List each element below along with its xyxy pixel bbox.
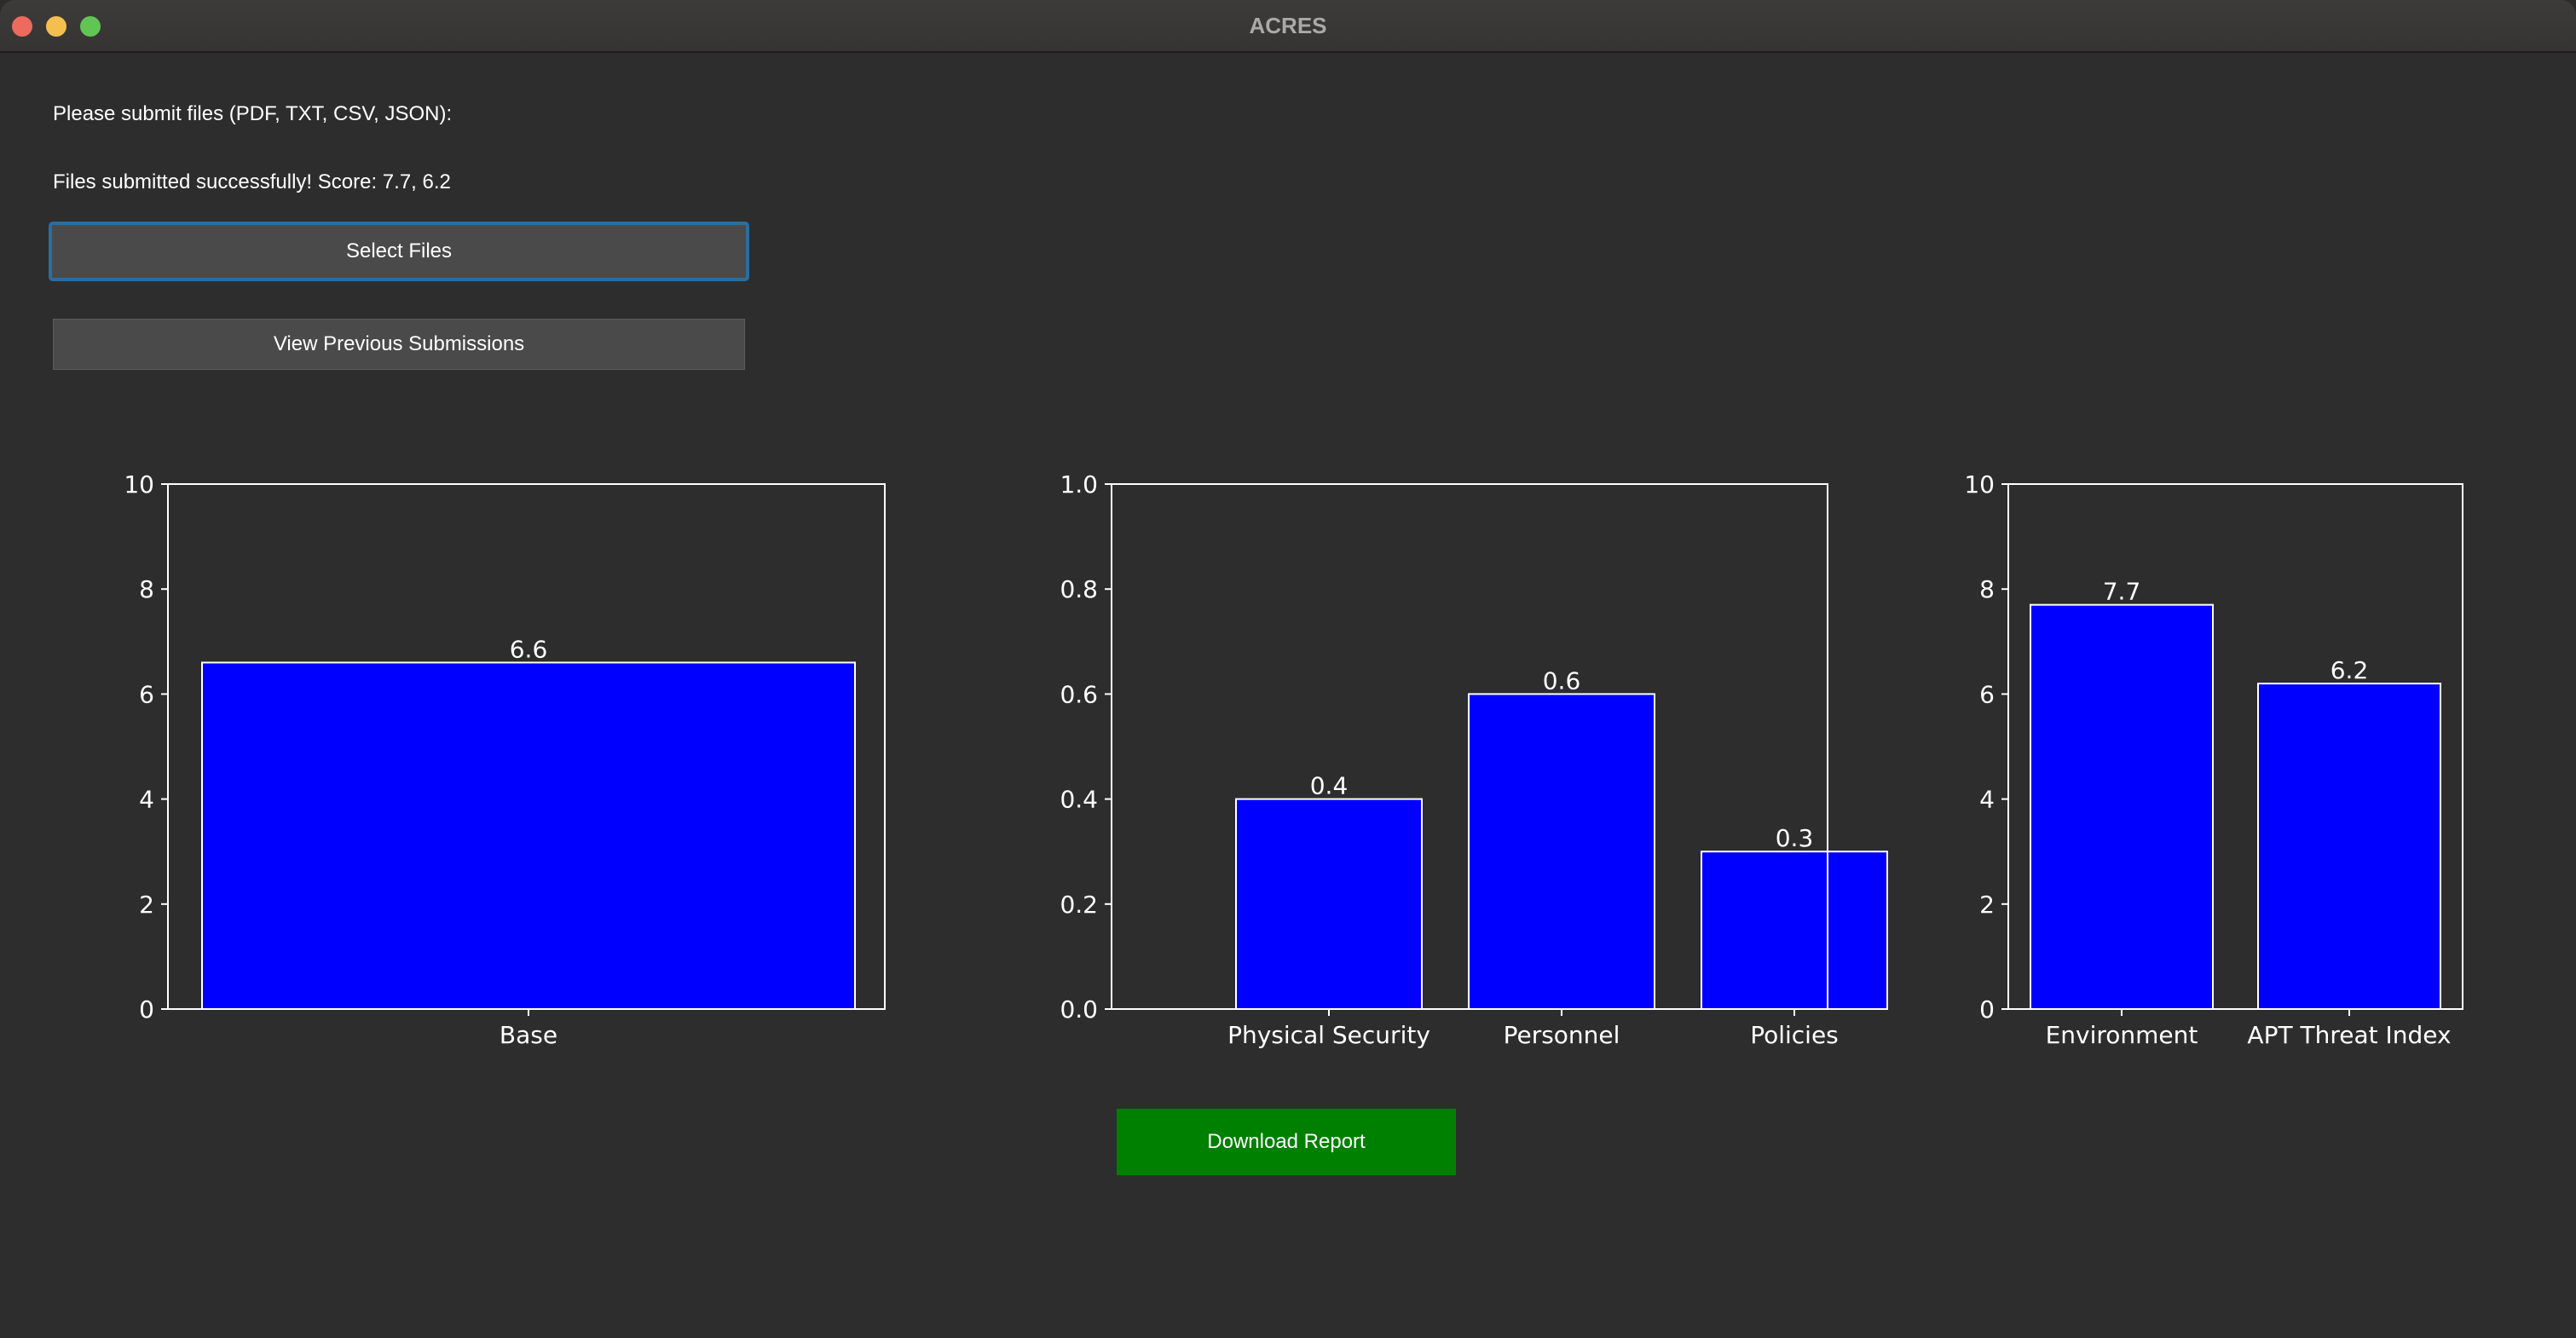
chart-2-y-tick-label: 0.4 xyxy=(1060,786,1098,814)
chart-2-bar xyxy=(1468,693,1655,1011)
chart-3-bar xyxy=(2030,603,2214,1010)
zoom-window-button[interactable] xyxy=(80,16,101,37)
chart-2-data-label: 0.3 xyxy=(1776,824,1814,852)
chart-3-y-tick-label: 10 xyxy=(1964,470,1995,499)
chart-2-y-tick-label: 0.2 xyxy=(1060,891,1098,919)
download-report-button[interactable]: Download Report xyxy=(1117,1109,1456,1175)
chart-3-y-tick-label: 8 xyxy=(1979,575,1995,603)
chart-1-y-tick-label: 4 xyxy=(139,786,154,814)
upload-prompt: Please submit files (PDF, TXT, CSV, JSON… xyxy=(53,102,453,125)
select-files-button[interactable]: Select Files xyxy=(49,222,749,281)
chart-1-y-tick-label: 0 xyxy=(139,995,154,1024)
chart-2-y-tick-label: 0.6 xyxy=(1060,680,1098,708)
chart-3-y-tick-label: 0 xyxy=(1979,995,1995,1024)
chart-2-category-label: Policies xyxy=(1750,1021,1839,1049)
chart-3-frame xyxy=(2007,483,2463,1010)
chart-3-data-label: 7.7 xyxy=(2103,578,2141,606)
chart-1-frame xyxy=(167,483,886,1010)
chart-2-y-tick-label: 1.0 xyxy=(1060,470,1098,499)
chart-1-y-tick-label: 2 xyxy=(139,891,154,919)
chart-3-y-tick-label: 2 xyxy=(1979,891,1995,919)
chart-2-bar xyxy=(1235,798,1423,1010)
chart-3-data-label: 6.2 xyxy=(2331,656,2369,684)
chart-1-category-label: Base xyxy=(500,1021,557,1049)
chart-3-category-label: APT Threat Index xyxy=(2247,1021,2451,1049)
chart-2-y-tick-label: 0.8 xyxy=(1060,575,1098,603)
close-window-button[interactable] xyxy=(12,16,32,37)
title-bar: ACRES xyxy=(0,0,2576,53)
chart-2-category-label: Physical Security xyxy=(1227,1021,1430,1049)
chart-2-data-label: 0.6 xyxy=(1543,666,1581,695)
chart-1-bar xyxy=(201,661,856,1010)
chart-1-data-label: 6.6 xyxy=(510,635,548,663)
view-previous-submissions-button[interactable]: View Previous Submissions xyxy=(53,319,745,370)
upload-status: Files submitted successfully! Score: 7.7… xyxy=(53,170,451,193)
chart-3-y-tick-label: 6 xyxy=(1979,680,1995,708)
chart-3-category-label: Environment xyxy=(2046,1021,2198,1049)
chart-2-frame xyxy=(1111,483,1828,1010)
chart-1-y-tick-label: 6 xyxy=(139,680,154,708)
chart-3-bar xyxy=(2257,683,2441,1011)
window-title: ACRES xyxy=(1249,13,1327,38)
chart-2-data-label: 0.4 xyxy=(1310,772,1349,800)
chart-2-y-tick-label: 0.0 xyxy=(1060,995,1098,1024)
minimize-window-button[interactable] xyxy=(46,16,66,37)
chart-1-y-tick-label: 10 xyxy=(124,470,154,499)
chart-2-bar xyxy=(1701,851,1888,1011)
chart-1-y-tick-label: 8 xyxy=(139,575,154,603)
chart-3-y-tick-label: 4 xyxy=(1979,786,1995,814)
chart-2-category-label: Personnel xyxy=(1504,1021,1620,1049)
